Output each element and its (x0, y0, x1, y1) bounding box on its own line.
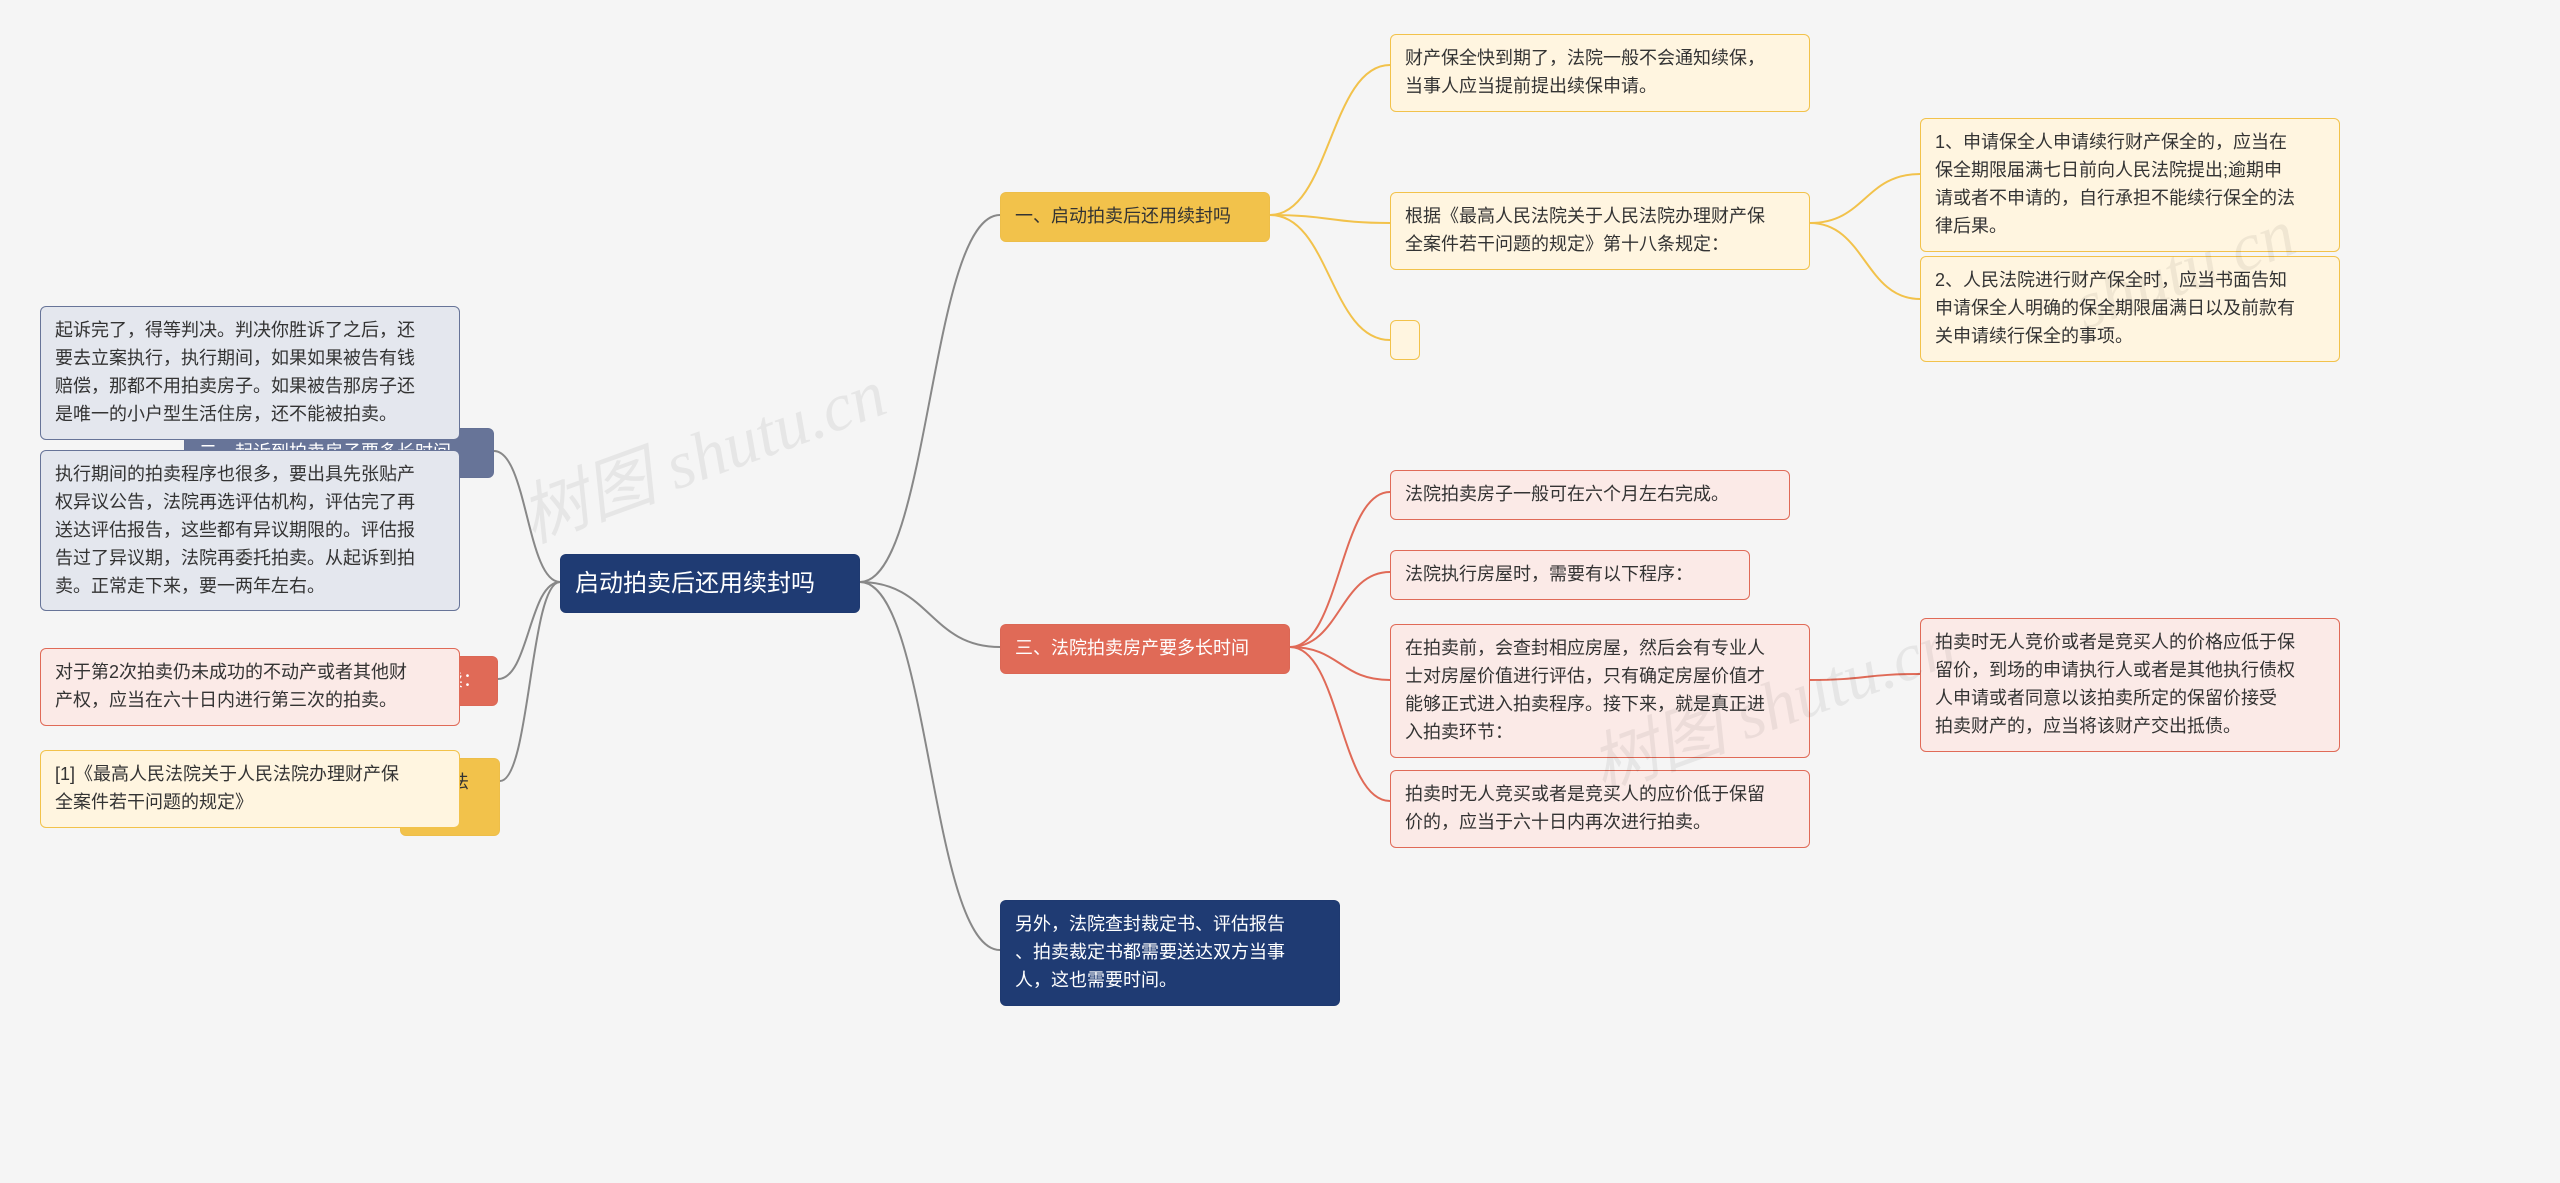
mindmap-node-lb2a[interactable]: 起诉完了，得等判决。判决你胜诉了之后，还 要去立案执行，执行期间，如果如果被告有… (40, 306, 460, 440)
connector (494, 451, 560, 582)
mindmap-node-b3c[interactable]: 在拍卖前，会查封相应房屋，然后会有专业人 士对房屋价值进行评估，只有确定房屋价值… (1390, 624, 1810, 758)
mindmap-node-lb4a[interactable]: [1]《最高人民法院关于人民法院办理财产保 全案件若干问题的规定》 (40, 750, 460, 828)
connector (1290, 492, 1390, 647)
mindmap-node-lb3a[interactable]: 对于第2次拍卖仍未成功的不动产或者其他财 产权，应当在六十日内进行第三次的拍卖。 (40, 648, 460, 726)
mindmap-node-b4[interactable]: 另外，法院查封裁定书、评估报告 、拍卖裁定书都需要送达双方当事 人，这也需要时间… (1000, 900, 1340, 1006)
mindmap-node-b1b1[interactable]: 1、申请保全人申请续行财产保全的，应当在 保全期限届满七日前向人民法院提出;逾期… (1920, 118, 2340, 252)
connector (1270, 215, 1390, 223)
mindmap-node-b3[interactable]: 三、法院拍卖房产要多长时间 (1000, 624, 1290, 674)
connector (860, 215, 1000, 582)
mindmap-node-b1c[interactable] (1390, 320, 1420, 360)
connector (498, 582, 560, 679)
connector (860, 582, 1000, 647)
mindmap-node-b3d[interactable]: 拍卖时无人竞买或者是竞买人的应价低于保留 价的，应当于六十日内再次进行拍卖。 (1390, 770, 1810, 848)
connector (1290, 572, 1390, 647)
connector (500, 582, 560, 781)
connector (1270, 65, 1390, 215)
mindmap-node-b3a[interactable]: 法院拍卖房子一般可在六个月左右完成。 (1390, 470, 1790, 520)
mindmap-node-b3c1[interactable]: 拍卖时无人竞价或者是竞买人的价格应低于保 留价，到场的申请执行人或者是其他执行债… (1920, 618, 2340, 752)
mindmap-node-b1b2[interactable]: 2、人民法院进行财产保全时，应当书面告知 申请保全人明确的保全期限届满日以及前款… (1920, 256, 2340, 362)
mindmap-node-b1b[interactable]: 根据《最高人民法院关于人民法院办理财产保 全案件若干问题的规定》第十八条规定： (1390, 192, 1810, 270)
mindmap-node-b1a[interactable]: 财产保全快到期了，法院一般不会通知续保， 当事人应当提前提出续保申请。 (1390, 34, 1810, 112)
mindmap-node-lb2b[interactable]: 执行期间的拍卖程序也很多，要出具先张贴产 权异议公告，法院再选评估机构，评估完了… (40, 450, 460, 611)
connector (1290, 647, 1390, 680)
mindmap-node-root[interactable]: 启动拍卖后还用续封吗 (560, 554, 860, 613)
connector (1810, 174, 1920, 223)
connector (1810, 674, 1920, 680)
connector (1290, 647, 1390, 801)
connector (860, 582, 1000, 950)
mindmap-node-b1[interactable]: 一、启动拍卖后还用续封吗 (1000, 192, 1270, 242)
watermark: 树图 shutu.cn (505, 338, 897, 562)
mindmap-node-b3b[interactable]: 法院执行房屋时，需要有以下程序： (1390, 550, 1750, 600)
connector (1270, 215, 1390, 340)
connector (1810, 223, 1920, 299)
